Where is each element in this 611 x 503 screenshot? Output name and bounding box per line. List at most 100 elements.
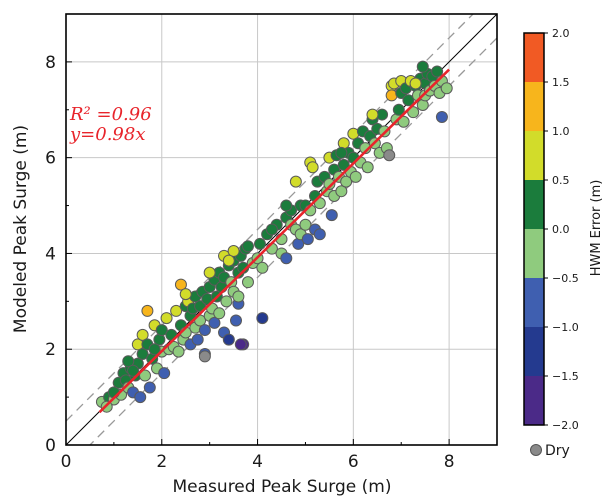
plot-frame [65,13,498,446]
data-point [289,175,302,188]
colorbar-tick-label: −1.5 [552,370,579,383]
data-point [232,290,245,303]
data-point [253,237,266,250]
data-point [256,261,269,274]
data-point [198,324,211,337]
x-tick-label: 8 [444,452,455,472]
data-point [397,115,410,128]
x-tick-label: 4 [252,452,263,472]
data-point [172,345,185,358]
data-point [194,300,207,313]
data-point [222,333,235,346]
y-tick-label: 2 [45,340,56,360]
colorbar-segment [524,376,544,426]
data-point [323,178,336,191]
data-point [349,170,362,183]
data-point [234,338,247,351]
data-point [431,65,444,78]
colorbar-segment [524,131,544,181]
data-point [241,240,254,253]
data-point [337,158,350,171]
data-point [306,161,319,174]
data-point [361,161,374,174]
data-point [134,391,147,404]
data-point [299,218,312,231]
x-tick-label: 0 [61,452,72,472]
dry-legend-label: Dry [545,443,570,459]
colorbar-tick-label: −1.0 [552,321,579,334]
data-point [174,278,187,291]
x-tick-label: 2 [156,452,167,472]
data-point [127,364,140,377]
colorbar: 2.0 1.5 1.0 0.5 0.0 −0.5 −1.0 −1.5 −2.0 [523,27,579,432]
data-point [203,266,216,279]
data-point [392,103,405,116]
data-point [241,276,254,289]
data-point [213,307,226,320]
data-point [230,314,243,327]
colorbar-segment [524,33,544,83]
y-tick-label: 8 [45,53,56,73]
colorbar-segment [524,82,544,132]
data-point [335,146,348,159]
colorbar-tick-label: 0.0 [552,223,570,236]
data-point [416,60,429,73]
y-tick-label: 4 [45,244,56,264]
data-point [158,367,171,380]
x-tick-label: 6 [348,452,359,472]
colorbar-segment [524,278,544,328]
data-point [222,254,235,267]
data-point [139,369,152,382]
data-point [170,304,183,317]
data-point [160,312,173,325]
colorbar-segment [524,327,544,377]
data-point [440,82,453,95]
colorbar-tick-label: 0.5 [552,174,570,187]
data-point [122,355,135,368]
data-point [325,209,338,222]
data-point [141,304,154,317]
colorbar-segment [524,229,544,279]
data-point [191,333,204,346]
colorbar-tick-label: 1.0 [552,125,570,138]
colorbar-tick-label: 1.5 [552,76,570,89]
data-point [148,343,161,356]
data-point [313,228,326,241]
data-point [280,252,293,265]
data-point [198,350,211,363]
data-point [179,288,192,301]
data-point [409,77,422,90]
legend-dry: Dry [530,443,570,459]
r2-annotation: R² =0.96 [69,104,152,125]
data-point [407,106,420,119]
data-point [366,108,379,121]
data-point [155,324,168,337]
fit-equation-annotation: y=0.98x [69,124,145,145]
data-point [265,223,278,236]
data-point [280,199,293,212]
colorbar-label: HWM Error (m) [589,180,604,277]
colorbar-tick-label: −0.5 [552,272,579,285]
data-point [340,175,353,188]
data-point [143,381,156,394]
data-point [237,261,250,274]
colorbar-tick-label: −2.0 [552,419,579,432]
data-point [107,386,120,399]
dry-legend-marker [530,444,542,456]
x-axis-label: Measured Peak Surge (m) [173,477,392,497]
data-point [301,233,314,246]
colorbar-tick-label: 2.0 [552,27,570,40]
data-point [435,110,448,123]
axis-ticks: 0 2 4 6 8 0 2 4 6 8 [45,13,498,472]
data-point [335,185,348,198]
y-axis-label: Modeled Peak Surge (m) [11,125,31,333]
fit-line [98,68,451,414]
data-point [256,312,269,325]
fit-line-group [98,68,451,414]
y-tick-label: 0 [45,436,56,456]
data-point [208,316,221,329]
data-point [402,94,415,107]
colorbar-segment [524,180,544,230]
